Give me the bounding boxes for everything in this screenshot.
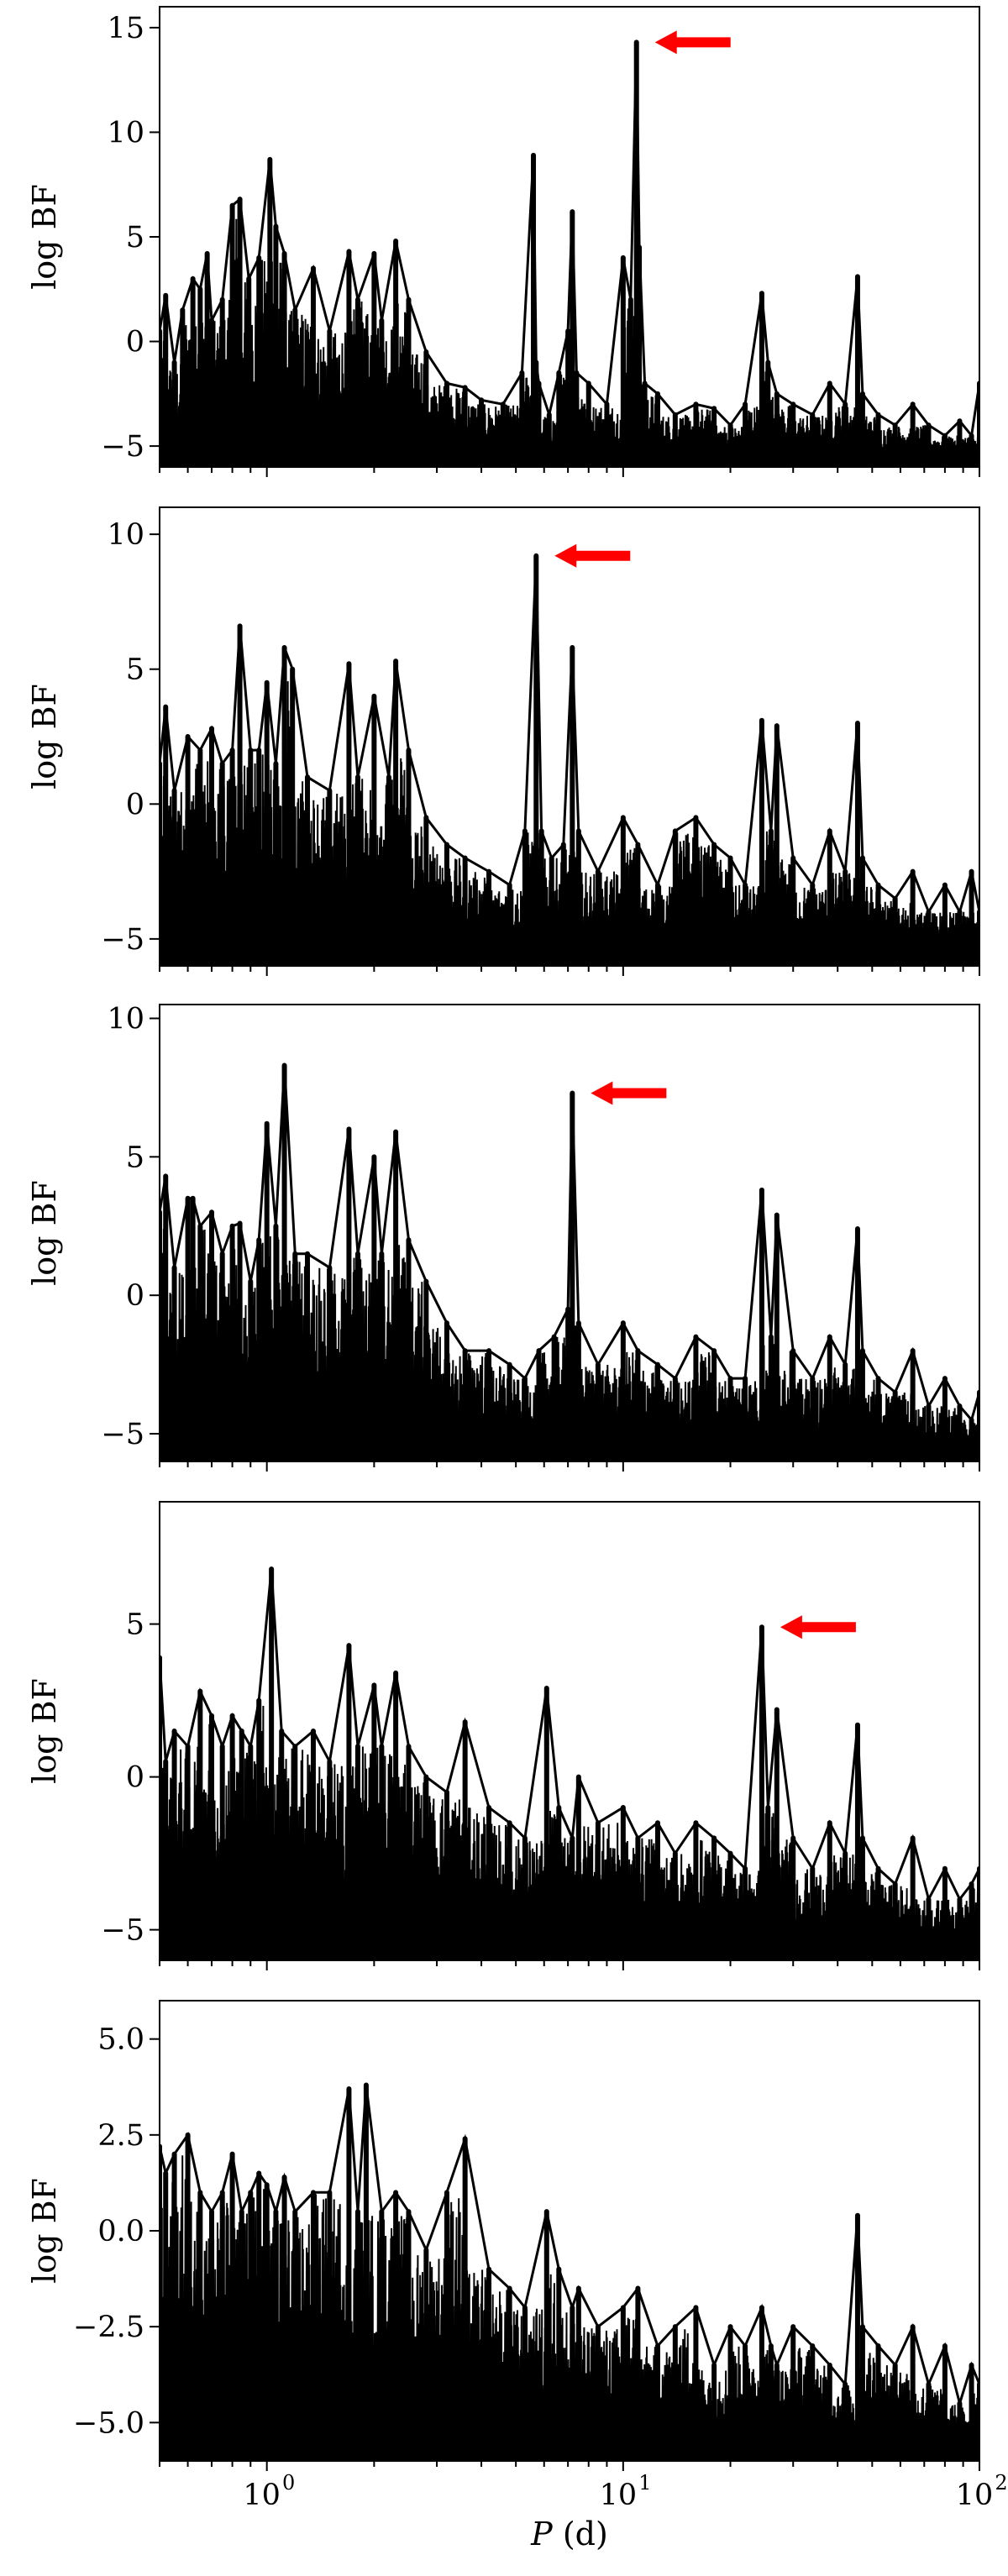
y-axis-label: log BF	[26, 1180, 63, 1286]
x-tick-label: 10	[600, 2479, 638, 2512]
y-tick-label: 0	[126, 788, 144, 821]
axes-frame	[159, 1004, 980, 1462]
series-line	[160, 2085, 979, 2409]
series-line	[160, 1065, 979, 1423]
arrow-head-icon	[554, 543, 577, 568]
y-tick-label: 0	[126, 1279, 144, 1313]
y-tick-label: 15	[107, 12, 144, 45]
y-axis-label: log BF	[26, 684, 63, 790]
y-tick-label: 10	[107, 518, 144, 552]
y-axis-label: log BF	[26, 2178, 63, 2284]
series-2	[160, 553, 979, 966]
axes-frame	[159, 506, 980, 967]
series-line	[160, 1568, 979, 1903]
y-tick-label: −5	[101, 1914, 144, 1948]
y-tick-label: −5	[101, 430, 144, 464]
y-tick-label: 10	[107, 116, 144, 150]
y-tick-label: −5	[101, 1418, 144, 1451]
y-axis-label: log BF	[26, 184, 63, 290]
panel-3: −5 0 5 10 log BF	[26, 1002, 980, 1472]
panel-1: −5 0 5 10 15 log BF	[26, 6, 980, 477]
series-3	[160, 1062, 979, 1461]
axes-frame	[159, 1501, 980, 1961]
series-line	[160, 555, 979, 916]
y-tick-label: 5	[126, 221, 144, 254]
arrow-head-icon	[654, 30, 677, 55]
arrow-head-icon	[591, 1081, 613, 1105]
arrow-head-icon	[780, 1615, 802, 1640]
y-tick-label: 2.5	[97, 2119, 144, 2153]
y-tick-label: 5.0	[97, 2023, 144, 2057]
y-axis-label: log BF	[26, 1678, 63, 1784]
x-tick-label: 10	[243, 2479, 281, 2512]
series-5	[160, 2082, 979, 2461]
panel-4: −5 0 5 log BF	[26, 1501, 980, 1970]
y-tick-label: 5	[126, 653, 144, 687]
y-tick-label: 0.0	[97, 2215, 144, 2248]
x-axis-label: P (d)	[530, 2516, 608, 2552]
series-4	[160, 1566, 979, 1960]
series-line	[160, 42, 979, 439]
y-tick-label: −5.0	[73, 2406, 144, 2440]
series-1	[160, 39, 979, 467]
y-tick-label: 0	[126, 1761, 144, 1795]
x-tick-label: 10	[956, 2479, 994, 2512]
y-tick-label: 5	[126, 1608, 144, 1642]
x-tick-exponent: 0	[282, 2471, 295, 2495]
y-tick-label: −2.5	[73, 2311, 144, 2344]
y-tick-label: 5	[126, 1141, 144, 1174]
y-tick-label: 0	[126, 326, 144, 359]
y-tick-label: 10	[107, 1002, 144, 1036]
x-tick-exponent: 2	[995, 2471, 1007, 2495]
panel-2: −5 0 5 10 log BF	[26, 506, 980, 976]
x-tick-exponent: 1	[638, 2471, 651, 2495]
y-tick-label: −5	[101, 923, 144, 957]
